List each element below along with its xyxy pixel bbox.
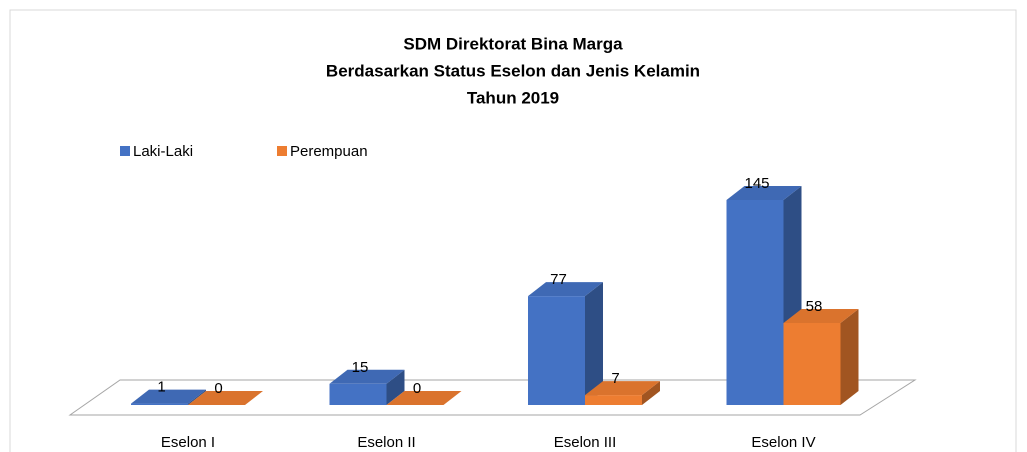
legend-label: Laki-Laki [133, 143, 193, 160]
chart-border [9, 9, 1017, 452]
data-label: 0 [413, 380, 421, 397]
bar [131, 403, 188, 405]
bar-top [329, 369, 405, 384]
chart-title: SDM Direktorat Bina Marga [403, 34, 623, 53]
data-label: 58 [806, 298, 823, 315]
bar [329, 383, 387, 405]
x-tick-label: Eselon II [357, 434, 415, 451]
x-tick-label: Eselon IV [751, 434, 815, 451]
bar [726, 200, 784, 405]
bar-top [131, 389, 206, 404]
data-label: 15 [352, 359, 369, 376]
x-tick-label: Eselon I [161, 434, 215, 451]
bar [783, 323, 841, 405]
bar-side [386, 369, 405, 405]
legend-swatch [120, 146, 130, 156]
bar-top [386, 391, 462, 405]
bar-side [840, 309, 859, 405]
data-label: 0 [214, 380, 222, 397]
data-label: 145 [744, 175, 769, 192]
bar-side [642, 381, 660, 405]
legend-label: Perempuan [290, 143, 368, 160]
chart-subtitle: Tahun 2019 [467, 88, 559, 107]
bar-top [188, 391, 263, 405]
legend-swatch [277, 146, 287, 156]
bar-top [726, 186, 802, 200]
data-label: 1 [157, 379, 165, 396]
bar-top [585, 381, 660, 396]
bar [528, 296, 585, 405]
data-label: 7 [611, 370, 619, 387]
chart-subtitle: Berdasarkan Status Eselon dan Jenis Kela… [326, 61, 700, 80]
bar-top [783, 309, 859, 323]
bar-side [585, 282, 603, 405]
data-label: 77 [550, 271, 567, 288]
bar [585, 395, 642, 405]
bar-side [188, 389, 206, 405]
x-tick-label: Eselon III [554, 434, 617, 451]
bar-top [528, 282, 603, 297]
floor [68, 379, 917, 416]
